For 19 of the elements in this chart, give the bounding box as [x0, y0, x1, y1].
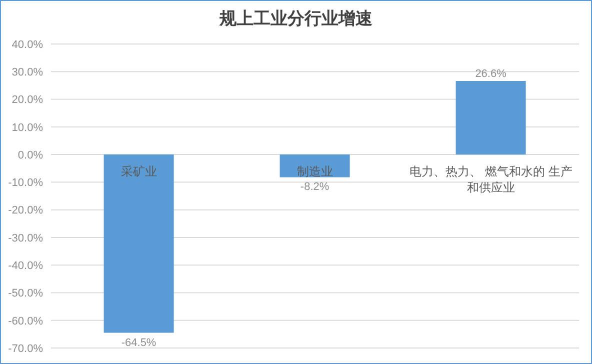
data-label: 26.6% [475, 68, 507, 80]
y-tick-label: -70.0% [8, 342, 44, 355]
y-tick-label: -50.0% [8, 288, 44, 300]
y-tick-label: -60.0% [8, 315, 44, 328]
y-tick-label: -20.0% [8, 204, 44, 217]
data-label: -64.5% [121, 336, 156, 349]
x-tick-label: 制造业 [297, 164, 333, 178]
x-tick-label: 电力、热力、 燃气和水的 生产和供应业 [410, 164, 572, 194]
y-tick-label: -10.0% [8, 177, 44, 190]
y-tick-label: 30.0% [12, 66, 44, 79]
y-tick-label: 10.0% [12, 122, 44, 134]
y-tick-label: -30.0% [8, 232, 44, 244]
y-tick-label: 0.0% [18, 149, 44, 162]
y-tick-label: 40.0% [12, 38, 44, 51]
x-tick-label: 采矿业 [121, 164, 157, 178]
data-label: -8.2% [300, 181, 330, 194]
chart-title: 规上工业分行业增速 [218, 8, 374, 30]
y-tick-label: 20.0% [12, 94, 44, 106]
y-tick-label: -40.0% [8, 260, 44, 272]
